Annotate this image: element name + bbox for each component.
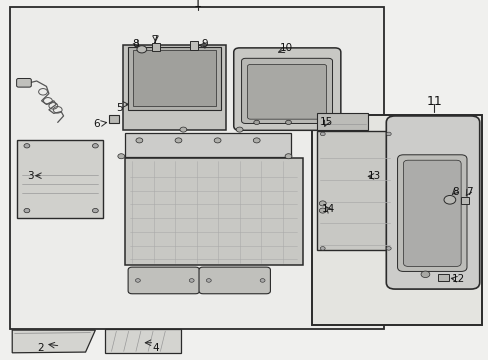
- FancyBboxPatch shape: [17, 78, 31, 87]
- FancyBboxPatch shape: [386, 116, 479, 289]
- Circle shape: [260, 279, 264, 282]
- Circle shape: [253, 120, 259, 125]
- FancyBboxPatch shape: [233, 48, 340, 130]
- FancyBboxPatch shape: [247, 64, 326, 119]
- Circle shape: [320, 132, 325, 136]
- Bar: [123, 45, 225, 130]
- Bar: [108, 115, 119, 123]
- Circle shape: [386, 247, 390, 250]
- Text: 8: 8: [451, 186, 458, 197]
- Circle shape: [443, 195, 455, 204]
- Circle shape: [24, 208, 30, 213]
- Bar: [124, 133, 290, 157]
- Circle shape: [253, 138, 260, 143]
- Circle shape: [320, 247, 325, 250]
- Bar: [124, 158, 303, 265]
- Text: 8: 8: [132, 39, 139, 49]
- Text: 1: 1: [194, 0, 202, 10]
- FancyBboxPatch shape: [397, 155, 466, 271]
- Text: 6: 6: [93, 119, 100, 129]
- Text: 5: 5: [116, 103, 123, 113]
- Bar: [311, 115, 481, 325]
- Text: 2: 2: [37, 343, 43, 353]
- Circle shape: [206, 279, 211, 282]
- Circle shape: [137, 46, 146, 53]
- FancyBboxPatch shape: [199, 267, 270, 294]
- Circle shape: [319, 201, 325, 206]
- Circle shape: [135, 279, 140, 282]
- Bar: [316, 113, 367, 130]
- Circle shape: [285, 154, 291, 159]
- Bar: [17, 140, 102, 218]
- Bar: [105, 329, 181, 353]
- Circle shape: [214, 138, 221, 143]
- Circle shape: [118, 154, 124, 159]
- Circle shape: [189, 279, 194, 282]
- Bar: [316, 131, 392, 250]
- Text: 7: 7: [150, 35, 157, 45]
- FancyBboxPatch shape: [241, 58, 332, 123]
- Bar: [133, 50, 216, 106]
- Circle shape: [236, 127, 243, 132]
- Circle shape: [24, 144, 30, 148]
- Text: 4: 4: [152, 343, 159, 353]
- Text: 3: 3: [27, 171, 34, 181]
- Circle shape: [136, 138, 142, 143]
- Circle shape: [386, 132, 390, 136]
- Circle shape: [285, 120, 291, 125]
- Text: 14: 14: [321, 204, 335, 214]
- Bar: [189, 41, 197, 50]
- Polygon shape: [12, 330, 95, 353]
- Circle shape: [92, 208, 98, 213]
- Bar: [10, 7, 383, 329]
- Circle shape: [175, 138, 182, 143]
- Text: 15: 15: [319, 117, 332, 127]
- Bar: [151, 43, 160, 51]
- FancyBboxPatch shape: [403, 160, 460, 266]
- FancyBboxPatch shape: [128, 267, 199, 294]
- Text: 12: 12: [450, 274, 464, 284]
- Text: 7: 7: [465, 186, 472, 197]
- Text: 11: 11: [426, 95, 441, 108]
- Bar: [460, 197, 468, 204]
- Circle shape: [420, 271, 429, 278]
- Circle shape: [319, 208, 325, 213]
- Bar: [128, 47, 221, 110]
- Circle shape: [92, 144, 98, 148]
- Text: 9: 9: [201, 39, 207, 49]
- Text: 10: 10: [280, 43, 292, 53]
- Text: 13: 13: [366, 171, 380, 181]
- Bar: [437, 274, 448, 281]
- Circle shape: [180, 127, 186, 132]
